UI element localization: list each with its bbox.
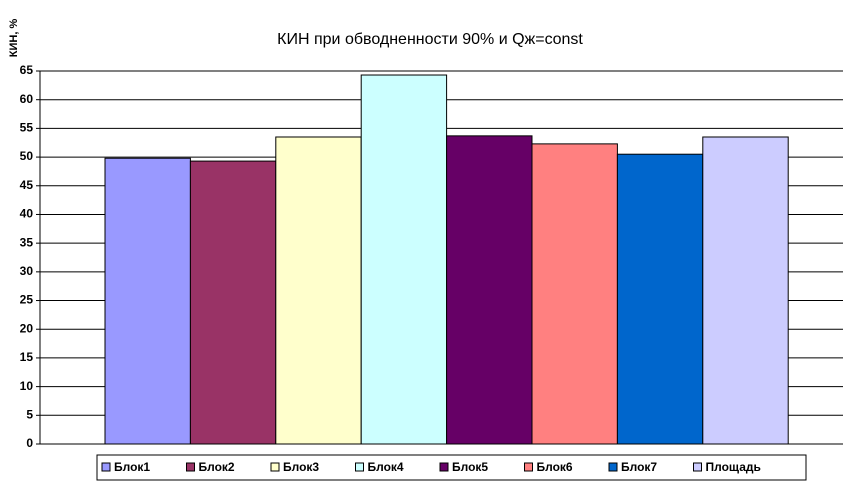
y-tick-label: 65 [20,63,34,77]
bar [531,143,618,445]
y-tick-label: 50 [20,149,34,163]
chart-title: КИН при обводненности 90% и Qж=const [277,31,583,48]
bar [360,74,448,445]
legend-label: Блок3 [283,460,319,474]
legend-box [96,454,807,481]
legend-swatch [101,462,111,472]
legend-swatch [355,462,364,472]
legend-swatch [608,462,618,472]
bar [104,157,191,445]
y-tick-label: 15 [20,350,34,364]
y-tick-label: 30 [20,264,34,278]
bar [616,153,704,445]
y-tick-label: 5 [26,407,33,421]
legend-label: Блок7 [621,460,657,474]
bar [446,135,533,445]
legend-label: Блок4 [368,460,404,474]
y-tick-label: 35 [20,235,34,249]
y-tick-label: 25 [20,293,34,307]
legend-label: Блок2 [199,460,235,474]
legend-label: Площадь [706,460,761,474]
bar [189,160,277,445]
y-tick-label: 20 [20,321,34,335]
legend-label: Блок6 [537,460,573,474]
bar [702,136,789,445]
bar [275,136,362,445]
legend-swatch [524,462,533,472]
y-tick-label: 10 [20,379,34,393]
legend-label: Блок5 [452,460,488,474]
y-tick-label: 0 [26,436,33,450]
legend-swatch [186,462,195,472]
y-tick-label: 55 [20,121,34,135]
y-axis-label: КИН, % [8,19,20,58]
legend-swatch [693,462,702,472]
legend-swatch [270,462,280,472]
legend-swatch [439,462,449,472]
y-tick-label: 40 [20,207,34,221]
y-tick-label: 60 [20,92,34,106]
y-tick-label: 45 [20,178,34,192]
legend-label: Блок1 [114,460,150,474]
